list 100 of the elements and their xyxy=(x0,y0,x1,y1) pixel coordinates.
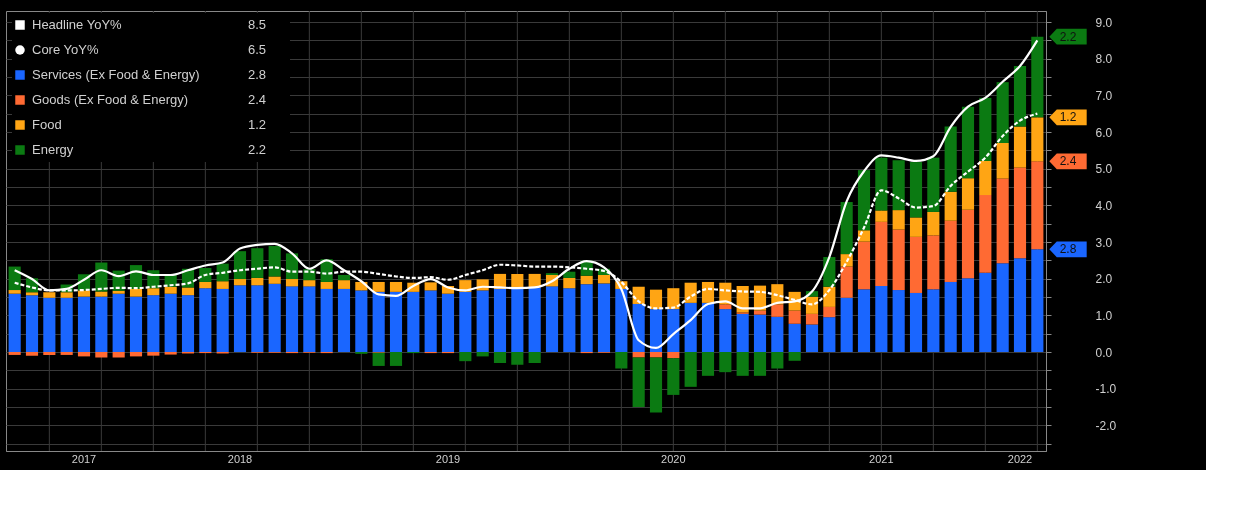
bar xyxy=(719,309,732,352)
bar xyxy=(60,297,73,352)
x-tick-label: 2022 xyxy=(1007,452,1033,465)
bar xyxy=(1013,258,1027,352)
annotation: 8.5 xyxy=(248,17,267,32)
bar xyxy=(701,281,715,303)
bar xyxy=(25,292,39,296)
bar xyxy=(857,241,871,290)
bar xyxy=(129,296,143,352)
data-label: 2.8 xyxy=(1059,242,1077,257)
bar xyxy=(216,281,229,289)
bar xyxy=(927,211,940,236)
x-tick-label: 2018 xyxy=(227,452,253,465)
bar xyxy=(8,352,21,355)
bar xyxy=(892,160,905,211)
bar xyxy=(8,290,21,294)
bar xyxy=(771,352,784,369)
bar xyxy=(719,304,732,310)
annotation: 2.4 xyxy=(248,92,267,107)
bar xyxy=(892,229,905,291)
bar xyxy=(996,143,1009,179)
bar xyxy=(476,352,489,357)
bar xyxy=(823,286,836,307)
bar xyxy=(199,288,212,352)
bar xyxy=(372,281,385,292)
bar xyxy=(129,352,143,357)
bar xyxy=(60,352,73,355)
bar xyxy=(25,352,39,356)
bar xyxy=(909,292,923,352)
bar xyxy=(389,291,403,352)
bar xyxy=(684,302,697,352)
x-tick-label: 2020 xyxy=(661,452,686,465)
x-tick-label: 2019 xyxy=(435,452,461,465)
y-tick-label: 2.0 xyxy=(1095,272,1113,287)
bar xyxy=(684,282,697,303)
bar xyxy=(909,236,923,293)
annotation: 6.5 xyxy=(248,42,267,57)
bar xyxy=(875,286,888,352)
bar xyxy=(667,288,680,310)
y-tick-label: 4.0 xyxy=(1095,198,1113,213)
bar xyxy=(736,313,749,352)
bar xyxy=(251,248,264,278)
y-tick-label: 0.0 xyxy=(1095,345,1113,360)
bar xyxy=(927,235,940,290)
y-tick-label: 5.0 xyxy=(1095,162,1113,177)
bar xyxy=(268,276,281,284)
bar xyxy=(43,292,56,298)
bar xyxy=(424,290,437,352)
bar xyxy=(580,284,593,352)
annotation: 2.2 xyxy=(248,142,267,157)
bar xyxy=(268,246,281,277)
bar xyxy=(372,291,385,352)
bar xyxy=(961,178,975,210)
bar xyxy=(285,286,299,352)
bar xyxy=(147,288,160,296)
bar xyxy=(493,288,507,352)
bar xyxy=(389,281,403,292)
y-tick-label: -2.0 xyxy=(1095,418,1117,433)
bar xyxy=(840,297,853,352)
bar xyxy=(684,352,697,387)
bar xyxy=(944,220,957,282)
bar xyxy=(112,293,125,352)
bar xyxy=(199,281,212,289)
bar xyxy=(337,280,351,289)
bar xyxy=(979,97,992,161)
bar xyxy=(875,157,888,211)
bar xyxy=(979,272,992,352)
bar xyxy=(1031,249,1044,352)
bar xyxy=(615,288,628,352)
bar xyxy=(337,275,351,281)
bar xyxy=(753,352,767,376)
bar xyxy=(961,209,975,279)
bar xyxy=(355,290,368,352)
bar xyxy=(667,358,680,395)
bar xyxy=(944,281,957,352)
bar xyxy=(649,357,663,413)
bar xyxy=(753,310,767,315)
bar xyxy=(233,285,247,352)
bar xyxy=(545,286,559,352)
bar xyxy=(181,295,195,352)
bar xyxy=(909,217,923,237)
bar xyxy=(1013,66,1027,127)
bar xyxy=(961,106,975,179)
bar xyxy=(147,352,160,356)
y-tick-label: 9.0 xyxy=(1095,15,1113,30)
bar xyxy=(805,324,819,352)
bar xyxy=(528,352,541,363)
bar xyxy=(1031,36,1044,118)
bar xyxy=(95,296,108,352)
bar xyxy=(771,304,784,317)
bar xyxy=(875,210,888,222)
bar xyxy=(233,251,247,280)
bar xyxy=(719,352,732,373)
bar xyxy=(563,277,576,289)
bar xyxy=(701,302,715,352)
bar xyxy=(632,357,645,407)
bar xyxy=(129,288,143,297)
annotation: 2.8 xyxy=(248,67,267,82)
bar xyxy=(892,210,905,230)
bar xyxy=(77,352,91,357)
